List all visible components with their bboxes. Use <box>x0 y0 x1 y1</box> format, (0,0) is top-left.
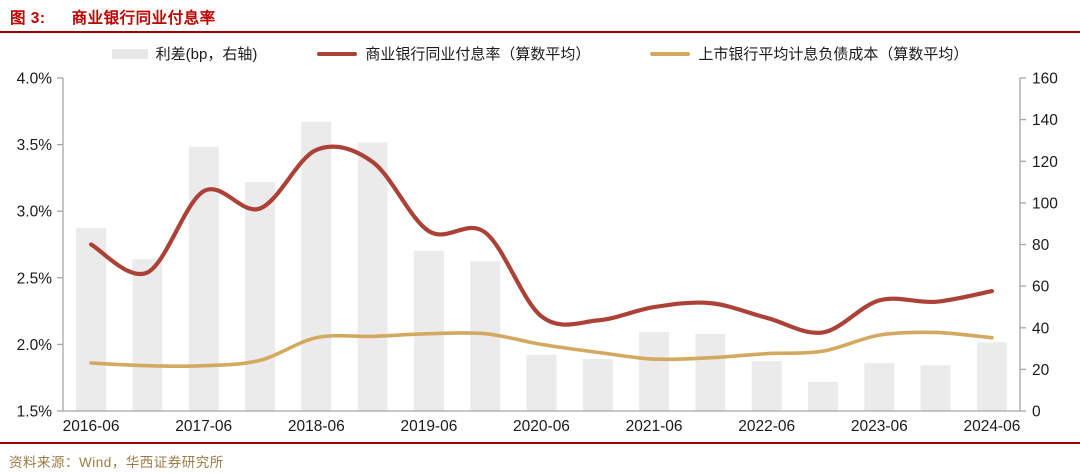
top-divider-rule <box>0 31 1080 33</box>
rate-line <box>89 144 994 335</box>
spread-bar <box>413 250 444 411</box>
left-tick-label: 3.0% <box>17 204 53 221</box>
cost-line-marker-icon <box>650 51 691 56</box>
figure-number-label: 图 3: <box>10 10 46 27</box>
legend-label-rate: 商业银行同业付息率（算数平均） <box>365 46 591 63</box>
legend-label-cost: 上市银行平均计息负债成本（算数平均） <box>698 46 969 63</box>
left-tick-label: 2.0% <box>17 337 53 354</box>
spread-bar <box>301 121 332 411</box>
spread-bar <box>245 182 275 411</box>
spread-bar <box>639 331 670 411</box>
spread-bar <box>751 361 782 411</box>
spread-bar <box>188 146 219 411</box>
legend-item-spread: 利差(bp，右轴) <box>111 43 258 64</box>
spread-bar <box>808 381 838 411</box>
left-tick-label: 3.5% <box>17 137 53 154</box>
spread-bar-swatch-icon <box>111 48 148 59</box>
spread-bar <box>920 365 951 411</box>
left-tick-label: 2.5% <box>17 270 53 287</box>
source-note: 资料来源：Wind，华西证券研究所 <box>9 455 224 470</box>
legend-label-spread: 利差(bp，右轴) <box>155 46 258 63</box>
chart-canvas: 4.0% 3.5% 3.0% 2.5% 2.0% 1.5% 160 140 120 100 80 60… <box>17 71 1059 436</box>
right-tick-label: 160 <box>1032 71 1058 88</box>
x-tick-label: 2022-06 <box>738 418 795 435</box>
bottom-divider-rule <box>0 442 1080 444</box>
spread-bar <box>976 342 1007 411</box>
right-tick-label: 120 <box>1032 154 1058 171</box>
x-tick-label: 2017-06 <box>175 418 232 435</box>
rate-line-marker-icon <box>317 51 358 56</box>
x-tick-label: 2023-06 <box>851 418 908 435</box>
right-tick-label: 40 <box>1032 320 1050 337</box>
cost-line <box>89 330 994 369</box>
figure-title-row: 图 3: 商业银行同业付息率 <box>10 6 216 28</box>
spread-bar <box>582 359 613 411</box>
right-tick-label: 20 <box>1032 362 1050 379</box>
right-tick-label: 80 <box>1032 237 1050 254</box>
left-tick-label: 4.0% <box>17 71 53 88</box>
spread-bar <box>76 227 107 412</box>
spread-bar <box>526 354 557 411</box>
spread-bar <box>864 363 895 411</box>
x-tick-label: 2020-06 <box>513 418 570 435</box>
x-tick-label: 2016-06 <box>63 418 120 435</box>
x-tick-label: 2019-06 <box>400 418 457 435</box>
x-tick-label: 2024-06 <box>963 418 1020 435</box>
x-tick-label: 2018-06 <box>288 418 345 435</box>
spread-bar <box>357 142 388 411</box>
figure-title: 商业银行同业付息率 <box>71 10 216 27</box>
left-tick-label: 1.5% <box>17 404 53 421</box>
spread-bar <box>132 259 163 411</box>
legend-item-cost: 上市银行平均计息负债成本（算数平均） <box>650 43 968 64</box>
right-tick-label: 140 <box>1032 112 1058 129</box>
chart-legend: 利差(bp，右轴) 商业银行同业付息率（算数平均） 上市银行平均计息负债成本（算… <box>0 43 1080 64</box>
x-tick-label: 2021-06 <box>626 418 683 435</box>
legend-item-rate: 商业银行同业付息率（算数平均） <box>317 43 590 64</box>
right-tick-label: 60 <box>1032 279 1050 296</box>
right-tick-label: 0 <box>1032 404 1041 421</box>
spread-bar <box>695 334 726 411</box>
right-tick-label: 100 <box>1032 195 1058 212</box>
